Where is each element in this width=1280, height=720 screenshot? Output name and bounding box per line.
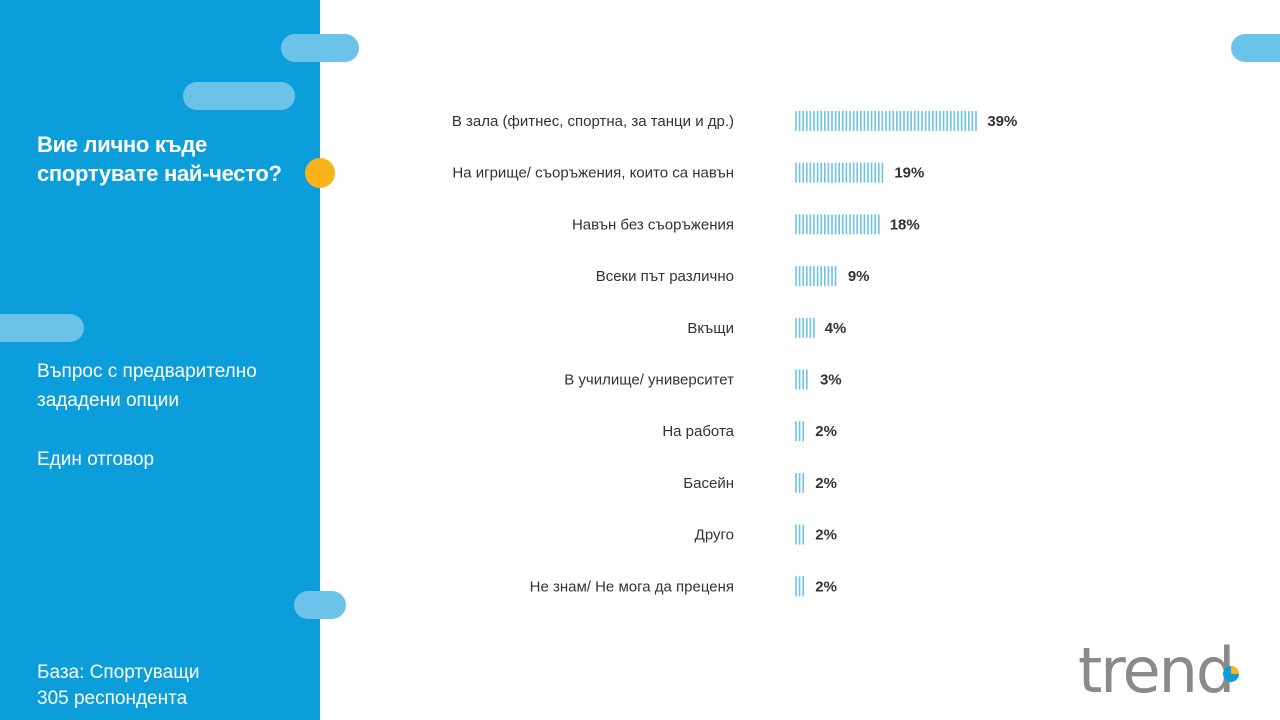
question-type: Въпрос с предварително зададени опции — [37, 361, 257, 411]
value-label: 39% — [987, 113, 1017, 130]
bar — [795, 421, 805, 442]
sidebar — [0, 0, 320, 720]
bar — [795, 214, 880, 235]
bar — [795, 317, 815, 338]
question-title: Вие лично къде спортувате най-често? — [37, 132, 282, 186]
value-label: 2% — [815, 475, 837, 492]
decor-dot — [305, 158, 335, 188]
value-label: 19% — [894, 165, 924, 182]
bar — [795, 576, 805, 597]
decor-pill — [183, 82, 295, 110]
category-label: Басейн — [683, 475, 734, 492]
category-label: Навън без съоръжения — [572, 216, 734, 233]
category-label: На работа — [662, 423, 734, 440]
bar — [795, 162, 884, 183]
answer-type: Един отговор — [37, 449, 155, 470]
value-label: 2% — [815, 527, 837, 544]
bar — [795, 524, 805, 545]
value-label: 2% — [815, 423, 837, 440]
category-label: В училище/ университет — [564, 372, 734, 389]
base-count: 305 респондента — [37, 688, 188, 709]
value-label: 3% — [820, 372, 842, 389]
value-label: 18% — [890, 216, 920, 233]
decor-pill — [294, 591, 346, 619]
category-label: В зала (фитнес, спортна, за танци и др.) — [452, 113, 734, 130]
logo-mark-accent-icon — [1231, 666, 1239, 674]
trend-logo: trend — [1078, 636, 1239, 700]
category-label: Вкъщи — [687, 320, 734, 337]
decor-pill — [1231, 34, 1280, 62]
logo-text: trend — [1078, 636, 1233, 700]
decor-pill — [0, 314, 84, 342]
bar — [795, 111, 977, 131]
bar — [795, 266, 837, 287]
value-label: 2% — [815, 578, 837, 595]
category-label: Всеки път различно — [596, 268, 734, 285]
category-label: Друго — [695, 527, 734, 544]
bar-chart: В зала (фитнес, спортна, за танци и др.)… — [452, 111, 1017, 597]
base-label: База: Спортуващи — [37, 662, 200, 683]
category-label: Не знам/ Не мога да преценя — [530, 578, 734, 595]
value-label: 9% — [848, 268, 870, 285]
base-note: База: Спортуващи 305 респондента — [37, 660, 200, 712]
decor-pill — [281, 34, 359, 62]
value-label: 4% — [825, 320, 847, 337]
bar — [795, 472, 805, 493]
category-label: На игрище/ съоръжения, които са навън — [452, 165, 734, 182]
bar — [795, 369, 808, 390]
